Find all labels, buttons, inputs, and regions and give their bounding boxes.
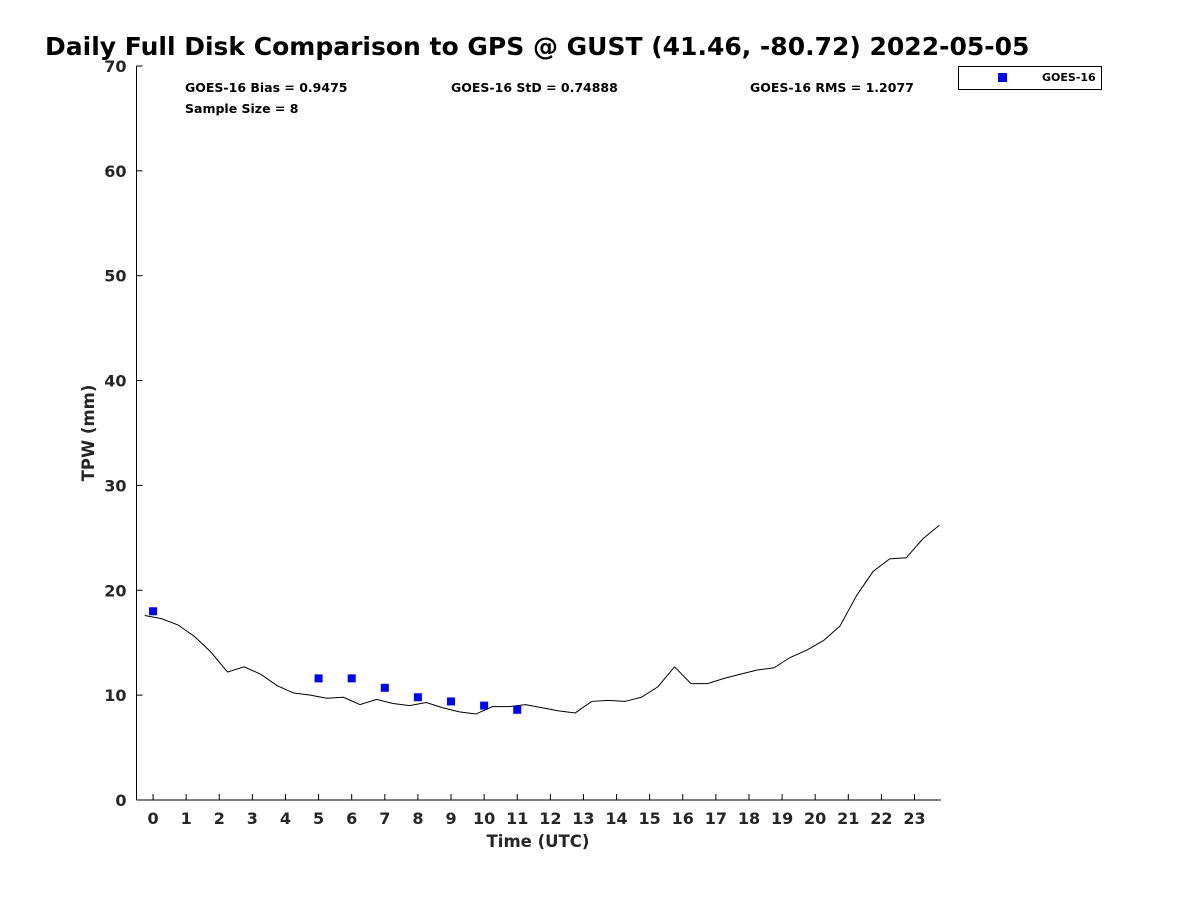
y-tick-label: 40 — [104, 372, 126, 391]
goes16-point — [314, 674, 323, 683]
x-tick-label: 2 — [214, 809, 225, 828]
goes16-point — [380, 683, 389, 692]
sample-size-stat: Sample Size = 8 — [185, 101, 298, 116]
x-tick-label: 19 — [771, 809, 793, 828]
goes16-point — [447, 697, 456, 706]
x-tick-label: 21 — [837, 809, 859, 828]
gps-tpw-line — [144, 524, 940, 715]
x-tick-label: 6 — [346, 809, 357, 828]
x-axis-label: Time (UTC) — [487, 832, 590, 851]
y-tick-label: 10 — [104, 686, 126, 705]
goes16-point — [347, 674, 356, 683]
x-tick-label: 22 — [870, 809, 892, 828]
chart-title: Daily Full Disk Comparison to GPS @ GUST… — [45, 32, 1029, 61]
x-tick-label: 10 — [473, 809, 495, 828]
plot-axes — [136, 66, 941, 801]
legend-label: GOES-16 — [1042, 71, 1096, 84]
x-tick-label: 17 — [705, 809, 727, 828]
x-tick-label: 5 — [313, 809, 324, 828]
y-tick-label: 20 — [104, 581, 126, 600]
x-tick-label: 1 — [181, 809, 192, 828]
y-axis-label: TPW (mm) — [79, 385, 98, 482]
rms-stat: GOES-16 RMS = 1.2077 — [750, 80, 914, 95]
goes16-point — [413, 693, 422, 702]
x-tick-label: 14 — [605, 809, 627, 828]
legend: GOES-16 — [958, 66, 1102, 90]
x-tick-label: 7 — [379, 809, 390, 828]
bias-stat: GOES-16 Bias = 0.9475 — [185, 80, 347, 95]
gps-line-series — [144, 524, 940, 715]
y-tick-label: 70 — [104, 57, 126, 76]
std-stat: GOES-16 StD = 0.74888 — [451, 80, 618, 95]
y-tick-label: 60 — [104, 162, 126, 181]
x-tick-label: 23 — [903, 809, 925, 828]
goes16-point — [513, 705, 522, 714]
x-tick-label: 11 — [506, 809, 528, 828]
y-tick-label: 0 — [115, 791, 126, 810]
x-ticks: 0 1 2 3 4 5 6 7 8 9 10 11 12 13 14 15 16 17 18 19 20 21 22 23 — [147, 794, 926, 828]
x-tick-label: 0 — [147, 809, 158, 828]
goes16-point — [480, 701, 489, 710]
x-tick-label: 8 — [412, 809, 423, 828]
x-tick-label: 16 — [672, 809, 694, 828]
x-tick-label: 15 — [639, 809, 661, 828]
x-tick-label: 20 — [804, 809, 826, 828]
goes16-scatter-series — [149, 607, 522, 714]
x-tick-label: 18 — [738, 809, 760, 828]
y-tick-label: 30 — [104, 476, 126, 495]
x-tick-label: 4 — [280, 809, 291, 828]
goes16-point — [149, 607, 158, 616]
x-tick-label: 13 — [572, 809, 594, 828]
y-ticks: 0 10 20 30 40 50 60 70 — [104, 57, 143, 810]
legend-box — [958, 66, 1102, 90]
legend-marker — [998, 73, 1007, 82]
x-tick-label: 12 — [539, 809, 561, 828]
x-tick-label: 9 — [445, 809, 456, 828]
y-tick-label: 50 — [104, 267, 126, 286]
x-tick-label: 3 — [247, 809, 258, 828]
